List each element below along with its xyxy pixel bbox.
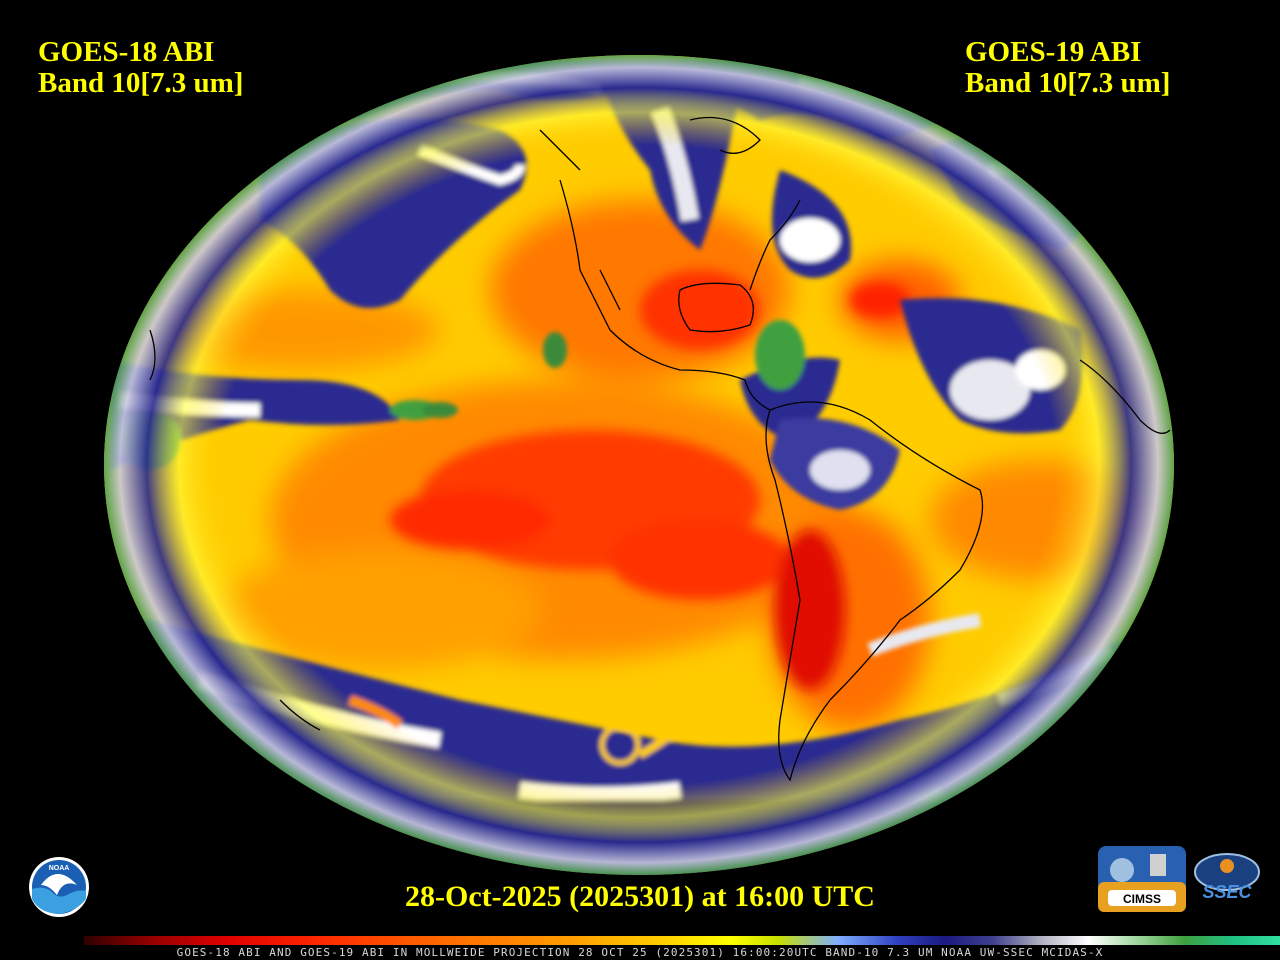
left-satellite-title: GOES-18 ABI Band 10[7.3 um] (38, 38, 243, 98)
colorbar (84, 936, 1280, 945)
left-band-label: Band 10[7.3 um] (38, 67, 244, 99)
ssec-logo: SSEC (1194, 853, 1260, 902)
left-satellite-name: GOES-18 ABI (38, 36, 215, 68)
noaa-logo-text: NOAA (49, 865, 70, 872)
coastlines (149, 116, 1171, 782)
noaa-logo: NOAA (29, 857, 89, 917)
footer-caption: GOES-18 ABI AND GOES-19 ABI IN MOLLWEIDE… (176, 946, 1104, 959)
right-satellite-title: GOES-19 ABI Band 10[7.3 um] (965, 38, 1170, 98)
ssec-logo-text: SSEC (1202, 882, 1252, 902)
cimss-logo-text: CIMSS (1123, 892, 1161, 906)
right-satellite-name: GOES-19 ABI (965, 36, 1142, 68)
globe-rim (104, 55, 1174, 875)
cimss-logo: CIMSS (1098, 846, 1186, 912)
image-timestamp: 28-Oct-2025 (2025301) at 16:00 UTC (405, 880, 875, 913)
right-band-label: Band 10[7.3 um] (965, 67, 1171, 99)
